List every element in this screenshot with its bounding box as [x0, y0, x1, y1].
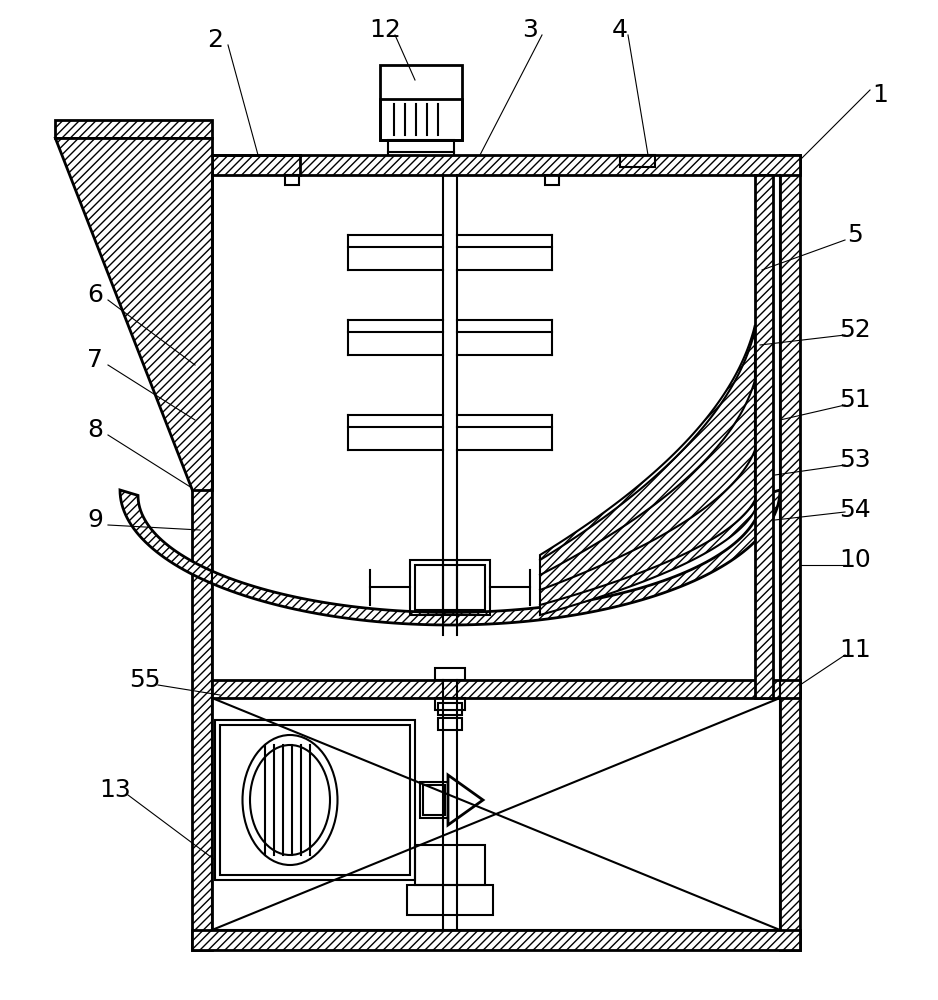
- Text: 8: 8: [87, 418, 103, 442]
- Polygon shape: [755, 175, 773, 698]
- Text: 1: 1: [872, 83, 888, 107]
- Polygon shape: [780, 155, 800, 950]
- Text: 55: 55: [129, 668, 160, 692]
- Polygon shape: [192, 930, 800, 950]
- Text: 53: 53: [840, 448, 870, 472]
- Polygon shape: [120, 490, 780, 625]
- Polygon shape: [212, 155, 800, 175]
- Polygon shape: [192, 155, 212, 950]
- Polygon shape: [55, 138, 212, 490]
- Text: 9: 9: [87, 508, 103, 532]
- Text: 2: 2: [207, 28, 223, 52]
- Text: 11: 11: [840, 638, 870, 662]
- Text: 12: 12: [369, 18, 401, 42]
- Text: 52: 52: [840, 318, 870, 342]
- Polygon shape: [448, 775, 483, 825]
- Text: 51: 51: [840, 388, 870, 412]
- Text: 13: 13: [99, 778, 131, 802]
- Text: 10: 10: [840, 548, 870, 572]
- Text: 3: 3: [522, 18, 537, 42]
- Text: 6: 6: [87, 283, 103, 307]
- Text: 54: 54: [840, 498, 870, 522]
- Polygon shape: [212, 680, 800, 698]
- Polygon shape: [55, 120, 212, 138]
- Polygon shape: [540, 325, 755, 615]
- Text: 4: 4: [612, 18, 628, 42]
- Text: 5: 5: [847, 223, 863, 247]
- Text: 7: 7: [87, 348, 103, 372]
